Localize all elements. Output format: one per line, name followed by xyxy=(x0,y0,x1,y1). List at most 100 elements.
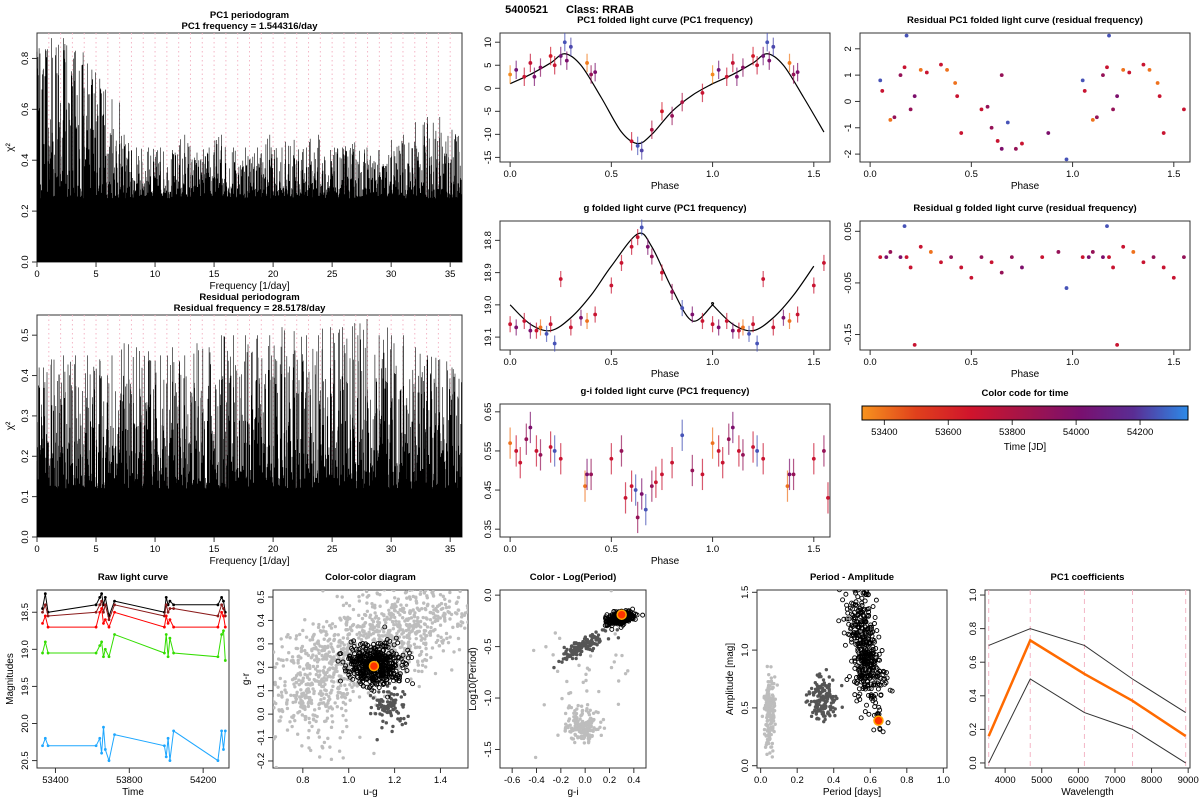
data-point xyxy=(755,449,760,453)
reference-point xyxy=(765,693,769,698)
y-tick-label: 0.1 xyxy=(20,490,31,503)
reference-point xyxy=(379,698,383,702)
reference-point xyxy=(570,656,575,661)
data-point xyxy=(884,255,889,260)
reference-point xyxy=(424,652,429,657)
data-point xyxy=(1121,244,1126,249)
reference-point xyxy=(363,677,369,683)
reference-point xyxy=(445,636,449,641)
reference-point xyxy=(565,679,569,684)
reference-point xyxy=(871,682,877,688)
x-tick-label: 0.6 xyxy=(864,775,877,786)
y-tick-label: 5 xyxy=(483,63,494,68)
data-point xyxy=(1107,33,1111,38)
reference-point xyxy=(330,666,335,670)
reference-point xyxy=(309,698,314,703)
reference-point xyxy=(311,664,316,669)
reference-point xyxy=(878,692,884,698)
reference-point xyxy=(376,616,381,621)
reference-point xyxy=(381,681,387,687)
reference-point xyxy=(401,690,405,694)
y-tick-label: -10 xyxy=(483,127,494,141)
reference-point xyxy=(764,697,768,702)
light-curve-point xyxy=(223,625,227,629)
light-curve-point xyxy=(172,607,176,610)
reference-point xyxy=(350,685,354,689)
reference-point xyxy=(365,642,371,648)
reference-point xyxy=(571,648,576,653)
data-point xyxy=(583,484,587,489)
reference-point xyxy=(368,711,373,716)
x-tick-label: 53400 xyxy=(871,427,897,438)
reference-point xyxy=(563,652,567,656)
reference-point xyxy=(274,765,278,768)
reference-point xyxy=(597,640,601,644)
light-curve-point xyxy=(46,614,50,618)
y-tick-label: 0.0 xyxy=(968,756,979,769)
reference-point xyxy=(640,612,646,618)
scatter-cloud xyxy=(531,590,646,760)
reference-point xyxy=(889,688,895,694)
reference-point xyxy=(371,688,377,694)
reference-point xyxy=(847,632,853,638)
reference-point xyxy=(406,644,411,648)
data-point xyxy=(538,325,543,330)
reference-point xyxy=(818,698,822,702)
reference-point xyxy=(394,619,398,623)
reference-point xyxy=(343,702,348,706)
reference-point xyxy=(760,714,765,719)
reference-point xyxy=(382,613,386,617)
reference-point xyxy=(374,678,380,684)
data-point xyxy=(955,94,960,99)
reference-point xyxy=(450,668,454,672)
reference-point xyxy=(599,720,603,724)
data-point xyxy=(1086,255,1091,260)
x-tick-label: 4000 xyxy=(995,775,1016,786)
x-tick-label: 1.0 xyxy=(1066,357,1079,368)
object-id: 5400521 xyxy=(505,4,548,16)
chart-title: Period - Amplitude xyxy=(810,572,894,583)
reference-point xyxy=(276,685,280,689)
data-point xyxy=(904,255,909,260)
data-point xyxy=(791,472,796,477)
reference-point xyxy=(463,579,466,582)
reference-point xyxy=(295,646,300,651)
reference-point xyxy=(425,625,430,629)
reference-point xyxy=(569,730,573,734)
data-point xyxy=(888,250,893,254)
reference-point xyxy=(443,619,447,623)
reference-point xyxy=(857,667,863,673)
panel-pc1-folded-light-curve-pc1-frequency-: PC1 folded light curve (PC1 frequency)0.… xyxy=(483,15,831,192)
reference-point xyxy=(771,749,775,753)
data-point xyxy=(710,441,715,446)
reference-point xyxy=(764,734,768,738)
reference-point xyxy=(454,574,457,577)
y-tick-label: 0.3 xyxy=(256,637,267,650)
reference-point xyxy=(521,596,524,599)
reference-point xyxy=(868,686,874,692)
reference-point xyxy=(833,713,837,718)
data-point xyxy=(811,283,816,288)
x-axis-label: Frequency [1/day] xyxy=(209,281,289,292)
reference-point xyxy=(577,727,582,732)
reference-point xyxy=(341,656,345,661)
reference-point xyxy=(376,685,382,691)
reference-point xyxy=(459,615,464,619)
reference-point xyxy=(353,642,358,646)
reference-point xyxy=(407,617,411,621)
light-curve-point xyxy=(98,644,102,648)
reference-point xyxy=(425,596,430,600)
reference-point xyxy=(273,680,277,685)
reference-point xyxy=(443,602,448,607)
reference-point xyxy=(355,684,359,688)
reference-point xyxy=(316,675,321,679)
reference-point xyxy=(396,717,400,721)
reference-point xyxy=(567,704,572,708)
light-curve-point xyxy=(220,633,224,636)
light-curve-point xyxy=(98,603,102,607)
reference-point xyxy=(420,663,425,668)
reference-point xyxy=(419,649,424,654)
data-point xyxy=(755,63,760,68)
reference-point xyxy=(585,703,590,707)
